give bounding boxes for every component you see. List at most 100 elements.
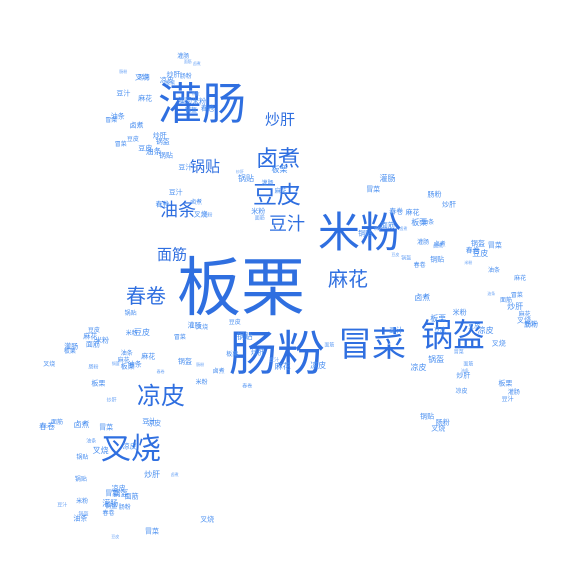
cloud-word-small: 春卷 — [156, 369, 165, 375]
cloud-word-small: 炒肝 — [507, 302, 524, 311]
cloud-word-small: 面筋 — [254, 215, 265, 221]
cloud-word-small: 肠粉 — [179, 73, 192, 81]
cloud-word-small: 锅贴 — [74, 475, 87, 483]
cloud-word-small: 冒菜 — [145, 527, 159, 536]
cloud-word-small: 油条 — [127, 360, 142, 369]
cloud-word-small: 面筋 — [324, 342, 335, 349]
cloud-word-small: 卤煮 — [433, 243, 444, 250]
cloud-word-small: 板栗 — [120, 362, 135, 370]
cloud-word: 肠粉 — [228, 326, 326, 382]
cloud-word-small: 米粉 — [251, 207, 266, 216]
cloud-word-small: 炒肝 — [442, 200, 457, 209]
cloud-word-small: 卤煮 — [170, 471, 179, 477]
cloud-word: 油条 — [160, 200, 196, 221]
cloud-word-small: 春卷 — [465, 246, 480, 254]
cloud-word-small: 豆皮 — [87, 326, 100, 334]
cloud-word-small: 春卷 — [155, 200, 170, 209]
cloud-word-small: 肠粉 — [88, 364, 99, 371]
cloud-word: 灌肠 — [158, 79, 246, 130]
cloud-word-small: 麻花 — [518, 310, 531, 318]
cloud-word-small: 灌肠 — [178, 96, 192, 105]
cloud-word-small: 面筋 — [85, 340, 100, 349]
cloud-word-small: 麻花 — [83, 332, 98, 341]
cloud-word: 叉烧 — [101, 432, 161, 467]
cloud-word-small: 油条 — [120, 349, 133, 357]
cloud-word-small: 凉皮 — [122, 442, 137, 451]
cloud-word-small: 炒肝 — [456, 371, 471, 380]
cloud-word: 凉皮 — [137, 382, 185, 410]
cloud-word-small: 肠粉 — [202, 212, 213, 219]
cloud-word-small: 豆汁 — [501, 395, 514, 403]
cloud-word-small: 面筋 — [380, 221, 395, 230]
cloud-word-small: 锅贴 — [420, 412, 435, 421]
cloud-word-small: 面筋 — [463, 361, 474, 368]
cloud-word-small: 春卷 — [242, 383, 253, 390]
cloud-word-small: 板栗 — [91, 379, 106, 388]
cloud-word-small: 油条 — [110, 112, 125, 121]
cloud-word-small: 春卷 — [389, 207, 404, 216]
cloud-word-small: 肠粉 — [196, 361, 205, 367]
cloud-word-small: 凉皮 — [159, 76, 174, 84]
cloud-word-small: 叉烧 — [196, 324, 209, 332]
cloud-word-small: 米粉 — [452, 308, 467, 317]
cloud-word-small: 叉烧 — [200, 515, 215, 524]
cloud-word-small: 豆汁 — [57, 502, 68, 509]
cloud-word-small: 锅盔 — [105, 502, 118, 510]
cloud-word: 豆皮 — [253, 181, 301, 209]
cloud-word-small: 板栗 — [498, 379, 513, 388]
cloud-word-small: 春卷 — [200, 104, 215, 112]
cloud-word-small: 灌肠 — [379, 174, 396, 184]
cloud-word-small: 豆汁 — [178, 163, 193, 172]
cloud-word-small: 卤煮 — [399, 226, 408, 232]
cloud-word-small: 炒肝 — [106, 397, 117, 404]
cloud-word-small: 板栗 — [165, 80, 176, 87]
cloud-word-small: 凉皮 — [477, 325, 494, 335]
cloud-word-small: 豆汁 — [168, 188, 183, 196]
cloud-word-small: 春卷 — [102, 510, 115, 518]
cloud-word-small: 叉烧 — [135, 73, 149, 82]
cloud-word-small: 肠粉 — [118, 504, 131, 511]
cloud-word-small: 豆汁 — [524, 320, 537, 328]
cloud-word-small: 面筋 — [499, 297, 513, 304]
cloud-word-small: 米粉 — [192, 97, 207, 106]
cloud-word-small: 油条 — [422, 218, 435, 226]
cloud-word-small: 面筋 — [50, 418, 64, 426]
cloud-word-small: 凉皮 — [418, 218, 427, 224]
cloud-word-small: 锅贴 — [76, 454, 89, 462]
cloud-word: 豆汁 — [269, 214, 305, 235]
cloud-word-small: 炒肝 — [152, 131, 167, 139]
cloud-word-small: 叉烧 — [137, 73, 150, 81]
cloud-word-small: 卤煮 — [129, 121, 144, 130]
cloud-word-small: 灌肠 — [64, 342, 79, 351]
cloud-word-small: 麻花 — [274, 362, 291, 372]
cloud-word-small: 炒肝 — [166, 70, 181, 79]
cloud-word-small: 叉烧 — [193, 210, 208, 219]
cloud-word-small: 冒菜 — [105, 117, 118, 125]
cloud-word-small: 冒菜 — [114, 140, 127, 148]
cloud-word-small: 锅贴 — [430, 255, 445, 264]
cloud-word-small: 豆汁 — [269, 357, 280, 364]
cloud-word: 米粉 — [317, 208, 403, 257]
cloud-word-small: 凉皮 — [410, 362, 427, 372]
cloud-word-small: 豆皮 — [126, 135, 139, 143]
cloud-word-small: 板栗 — [63, 347, 76, 355]
cloud-word-small: 春卷 — [39, 421, 55, 431]
cloud-word-small: 春卷 — [413, 262, 426, 270]
cloud-word-small: 豆汁 — [389, 326, 404, 335]
cloud-word-small: 米粉 — [125, 330, 138, 338]
cloud-word-small: 凉皮 — [455, 387, 468, 395]
cloud-word-small: 叉烧 — [43, 360, 56, 368]
cloud-word-small: 卤煮 — [414, 293, 431, 303]
cloud-word-small: 板栗 — [430, 313, 447, 323]
cloud-word-small: 板栗 — [411, 218, 428, 228]
cloud-word-small: 叉烧 — [431, 424, 446, 432]
cloud-word: 面筋 — [156, 245, 188, 264]
cloud-word-small: 豆皮 — [228, 318, 241, 326]
cloud-word-small: 肠粉 — [435, 418, 450, 426]
cloud-word-small: 卤煮 — [190, 199, 203, 206]
cloud-word-small: 灌肠 — [417, 239, 430, 247]
cloud-word-small: 油条 — [86, 438, 97, 445]
cloud-word-small: 豆皮 — [391, 251, 400, 257]
cloud-word-small: 凉皮 — [147, 419, 162, 427]
cloud-word-small: 麻花 — [514, 275, 527, 283]
